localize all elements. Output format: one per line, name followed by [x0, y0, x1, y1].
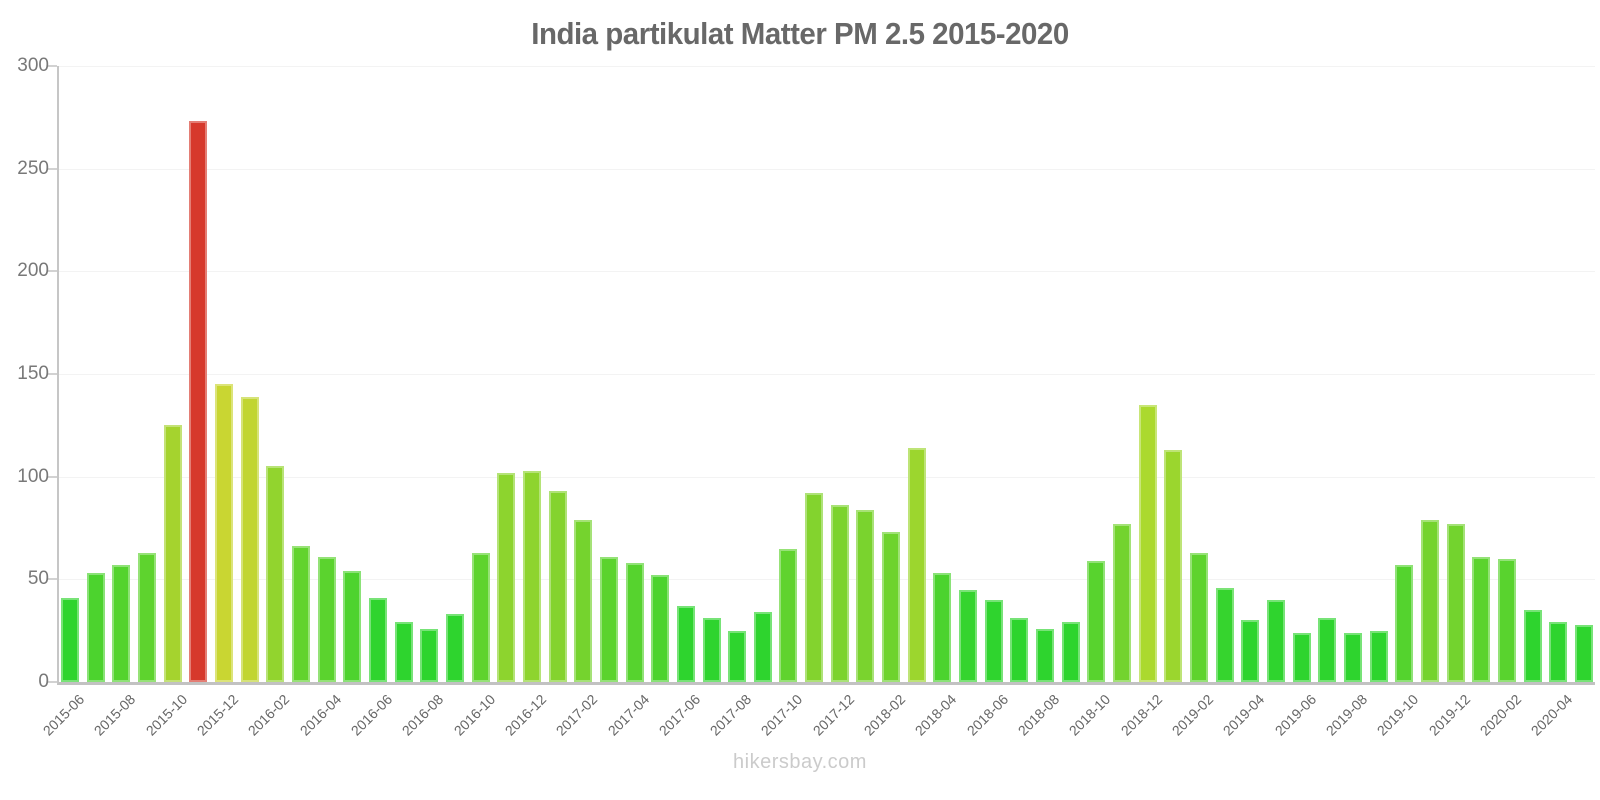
bar-2019-03[interactable] — [1215, 588, 1234, 682]
bar-2016-03[interactable] — [291, 546, 310, 682]
bar-2016-11[interactable] — [497, 473, 516, 682]
watermark: hikersbay.com — [733, 751, 867, 773]
gridline-300 — [59, 66, 1595, 67]
bar-2019-07[interactable] — [1318, 618, 1337, 682]
y-axis-label-250: 250 — [17, 158, 49, 179]
bar-2019-02[interactable] — [1190, 553, 1209, 682]
bar-2016-09[interactable] — [445, 614, 464, 682]
bar-2016-07[interactable] — [394, 622, 413, 682]
bar-2015-09[interactable] — [137, 553, 156, 682]
bar-2019-12[interactable] — [1446, 524, 1465, 682]
bar-2018-08[interactable] — [1036, 629, 1055, 682]
bar-2020-01[interactable] — [1472, 557, 1491, 682]
bar-2019-01[interactable] — [1164, 450, 1183, 682]
bar-2020-03[interactable] — [1523, 610, 1542, 682]
gridline-150 — [59, 374, 1595, 375]
bar-2018-01[interactable] — [856, 510, 875, 682]
bar-2017-02[interactable] — [574, 520, 593, 682]
bar-2019-10[interactable] — [1395, 565, 1414, 682]
bar-2016-08[interactable] — [420, 629, 439, 682]
bar-2017-12[interactable] — [830, 505, 849, 682]
bar-2017-06[interactable] — [676, 606, 695, 682]
bar-2019-05[interactable] — [1267, 600, 1286, 682]
bar-2017-07[interactable] — [702, 618, 721, 682]
bar-2020-04[interactable] — [1549, 622, 1568, 682]
bar-2018-06[interactable] — [984, 600, 1003, 682]
y-axis-tick-50 — [48, 578, 57, 580]
y-axis-tick-0 — [48, 681, 57, 683]
bar-2018-02[interactable] — [882, 532, 901, 682]
y-axis-tick-250 — [48, 168, 57, 170]
bar-2015-10[interactable] — [163, 425, 182, 682]
bar-2017-10[interactable] — [779, 549, 798, 682]
bar-2019-04[interactable] — [1241, 620, 1260, 682]
bar-2015-12[interactable] — [214, 384, 233, 682]
y-axis-label-300: 300 — [17, 55, 49, 76]
bar-2016-05[interactable] — [343, 571, 362, 682]
bar-2018-12[interactable] — [1138, 405, 1157, 682]
gridline-200 — [59, 271, 1595, 272]
bar-2018-05[interactable] — [959, 590, 978, 682]
y-axis-label-150: 150 — [17, 363, 49, 384]
bar-2016-12[interactable] — [522, 471, 541, 682]
y-axis-tick-100 — [48, 476, 57, 478]
bar-2019-09[interactable] — [1369, 631, 1388, 682]
bar-2015-08[interactable] — [112, 565, 131, 682]
bar-2018-07[interactable] — [1010, 618, 1029, 682]
bar-2016-10[interactable] — [471, 553, 490, 682]
bar-2017-05[interactable] — [651, 575, 670, 682]
y-axis-label-50: 50 — [27, 568, 49, 589]
bar-2019-11[interactable] — [1420, 520, 1439, 682]
bar-2018-04[interactable] — [933, 573, 952, 682]
bar-2015-06[interactable] — [61, 598, 79, 682]
bar-2018-10[interactable] — [1087, 561, 1106, 682]
bar-2016-02[interactable] — [266, 466, 285, 682]
bar-2015-11[interactable] — [189, 121, 208, 682]
bar-2020-02[interactable] — [1497, 559, 1516, 682]
bar-2016-01[interactable] — [240, 397, 259, 682]
bar-2015-07[interactable] — [86, 573, 105, 682]
y-axis-label-200: 200 — [17, 260, 49, 281]
bar-2017-09[interactable] — [753, 612, 772, 682]
bar-2016-04[interactable] — [317, 557, 336, 682]
bar-2018-09[interactable] — [1061, 622, 1080, 682]
gridline-250 — [59, 169, 1595, 170]
chart-title: India partikulat Matter PM 2.5 2015-2020 — [531, 16, 1069, 51]
y-axis-label-100: 100 — [17, 466, 49, 487]
bar-2018-11[interactable] — [1113, 524, 1132, 682]
y-axis-tick-300 — [48, 65, 57, 67]
bar-2019-06[interactable] — [1292, 633, 1311, 682]
bar-2017-11[interactable] — [805, 493, 824, 682]
bar-2020-05[interactable] — [1574, 625, 1593, 682]
bar-2017-03[interactable] — [599, 557, 618, 682]
gridline-100 — [59, 477, 1595, 478]
bar-2017-08[interactable] — [728, 631, 747, 682]
y-axis-label-0: 0 — [38, 671, 49, 692]
gridline-50 — [59, 579, 1595, 580]
bar-2018-03[interactable] — [907, 448, 926, 682]
plot-area — [48, 65, 1595, 685]
y-axis-tick-200 — [48, 270, 57, 272]
bar-2017-01[interactable] — [548, 491, 567, 682]
bar-2016-06[interactable] — [368, 598, 387, 682]
y-axis-tick-150 — [48, 373, 57, 375]
bar-2017-04[interactable] — [625, 563, 644, 682]
bar-2019-08[interactable] — [1344, 633, 1362, 682]
